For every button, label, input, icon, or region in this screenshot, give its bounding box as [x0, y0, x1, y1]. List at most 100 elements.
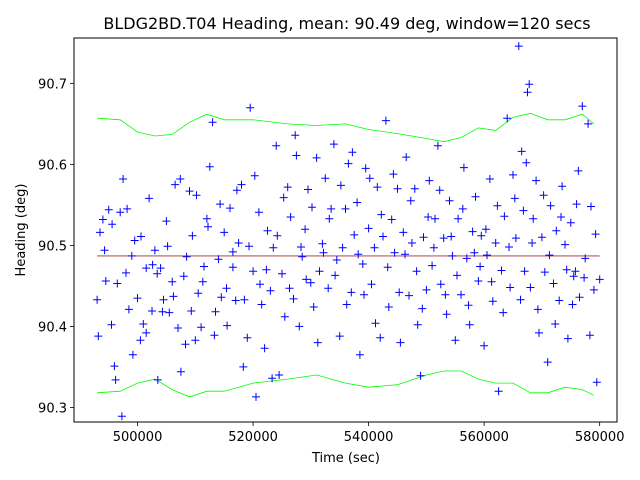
data-point: [98, 215, 107, 224]
plot-area: [74, 38, 617, 422]
data-point: [529, 214, 538, 223]
x-tick-label: 520000: [228, 430, 278, 445]
data-point: [182, 252, 191, 261]
data-point: [325, 214, 334, 223]
data-point: [142, 264, 151, 273]
data-point: [188, 231, 197, 240]
data-point: [488, 297, 497, 306]
data-point: [405, 291, 413, 300]
data-point: [522, 158, 531, 167]
data-point: [485, 175, 494, 183]
data-point: [500, 212, 509, 221]
data-point: [217, 293, 226, 302]
data-point: [93, 295, 102, 304]
data-point: [561, 240, 569, 249]
data-point: [407, 239, 416, 247]
data-point: [315, 267, 324, 276]
data-point: [448, 251, 457, 260]
data-point: [549, 279, 558, 288]
data-point: [445, 196, 454, 205]
data-point: [373, 183, 382, 192]
data-point: [370, 243, 379, 252]
data-point: [342, 300, 351, 309]
data-point: [234, 239, 243, 247]
data-point: [533, 305, 542, 314]
data-point: [137, 232, 145, 241]
data-point: [457, 290, 465, 299]
data-point: [428, 261, 437, 270]
data-point: [108, 220, 117, 229]
data-point: [250, 171, 259, 180]
data-point: [240, 295, 249, 304]
data-point: [304, 185, 312, 194]
data-point: [476, 262, 485, 271]
y-tick-label: 90.5: [38, 239, 67, 254]
data-point: [367, 280, 376, 289]
data-point: [535, 328, 543, 337]
data-point: [313, 338, 322, 347]
data-point: [268, 374, 277, 383]
data-point: [327, 204, 336, 213]
data-point: [401, 250, 409, 259]
data-point: [360, 290, 368, 299]
data-point: [555, 296, 564, 305]
data-point: [301, 225, 310, 234]
data-points: [93, 42, 604, 421]
data-point: [181, 340, 190, 349]
data-point: [471, 192, 480, 201]
data-point: [162, 217, 171, 226]
data-point: [439, 234, 448, 243]
data-point: [499, 308, 508, 317]
data-point: [208, 118, 217, 127]
data-point: [519, 206, 528, 215]
data-point: [216, 200, 225, 209]
data-point: [117, 412, 126, 421]
data-point: [335, 332, 344, 341]
data-point: [574, 166, 583, 175]
data-point: [511, 234, 520, 243]
data-point: [442, 310, 451, 319]
data-point: [537, 233, 546, 242]
data-point: [562, 265, 571, 274]
data-point: [127, 251, 136, 260]
data-point: [497, 266, 506, 275]
data-point: [592, 378, 601, 387]
data-point: [379, 232, 387, 241]
data-point: [523, 88, 532, 97]
data-point: [546, 201, 555, 210]
data-point: [540, 268, 549, 277]
envelope-lines: [97, 112, 595, 398]
data-point: [222, 284, 231, 293]
data-point: [122, 268, 130, 277]
data-point: [383, 263, 392, 272]
data-point: [364, 224, 373, 233]
data-point: [174, 324, 182, 332]
data-point: [185, 187, 194, 196]
data-point: [133, 294, 142, 303]
data-point: [545, 251, 554, 260]
data-point: [237, 180, 246, 189]
data-point: [396, 338, 405, 347]
data-point: [459, 163, 468, 172]
data-point: [191, 336, 200, 345]
data-point: [273, 231, 282, 240]
data-point: [424, 213, 433, 221]
data-point: [116, 208, 125, 217]
data-point: [204, 222, 212, 231]
y-axis-label: Heading (deg): [14, 184, 29, 277]
data-point: [211, 307, 220, 316]
data-point: [591, 230, 600, 239]
data-point: [113, 279, 122, 288]
data-point: [568, 300, 577, 309]
data-point: [295, 322, 304, 331]
data-point: [257, 300, 266, 309]
data-point: [433, 141, 442, 150]
data-point: [324, 284, 333, 293]
data-point: [481, 225, 490, 234]
data-point: [104, 205, 113, 214]
data-point: [150, 246, 159, 255]
data-point: [412, 267, 421, 276]
data-point: [425, 176, 434, 185]
data-point: [128, 350, 137, 359]
data-point: [589, 285, 598, 294]
